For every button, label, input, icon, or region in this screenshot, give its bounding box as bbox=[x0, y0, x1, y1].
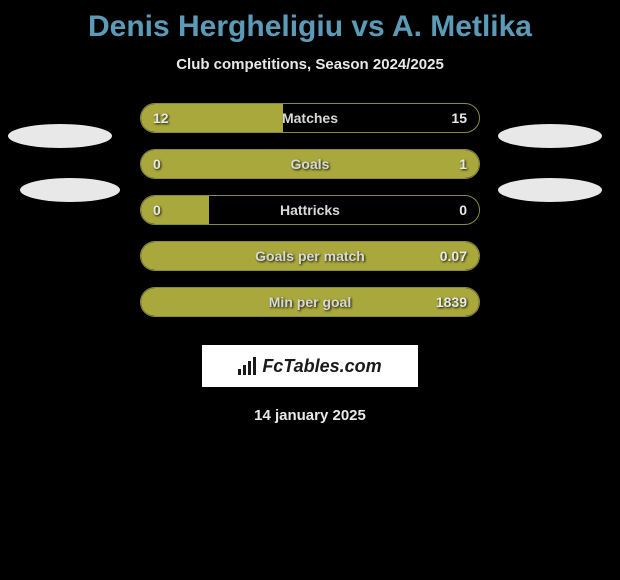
stat-value-right: 0 bbox=[459, 202, 467, 218]
page-title: Denis Hergheligiu vs A. Metlika bbox=[88, 10, 532, 44]
stat-value-right: 0.07 bbox=[440, 248, 467, 264]
comparison-container: Denis Hergheligiu vs A. Metlika Club com… bbox=[0, 0, 620, 434]
stat-value-left: 0 bbox=[153, 202, 161, 218]
stat-row: 12 Matches 15 bbox=[140, 103, 480, 133]
stat-label: Matches bbox=[282, 110, 338, 126]
stat-value-right: 15 bbox=[451, 110, 467, 126]
stat-value-right: 1839 bbox=[436, 294, 467, 310]
stat-label: Goals per match bbox=[255, 248, 365, 264]
stat-label: Goals bbox=[291, 156, 330, 172]
decorative-ellipse bbox=[498, 124, 602, 148]
stat-label: Min per goal bbox=[269, 294, 351, 310]
stat-label: Hattricks bbox=[280, 202, 340, 218]
stat-fill-left bbox=[141, 196, 209, 224]
stat-row: Goals per match 0.07 bbox=[140, 241, 480, 271]
stat-row: 0 Hattricks 0 bbox=[140, 195, 480, 225]
stats-list: 12 Matches 15 0 Goals 1 0 Hattricks 0 Goals per m… bbox=[140, 103, 480, 333]
comparison-area: 12 Matches 15 0 Goals 1 0 Hattricks 0 Goals per m… bbox=[0, 103, 620, 424]
branding-text: FcTables.com bbox=[262, 356, 381, 377]
branding-badge: FcTables.com bbox=[202, 345, 418, 387]
decorative-ellipse bbox=[8, 124, 112, 148]
stat-row: 0 Goals 1 bbox=[140, 149, 480, 179]
stat-row: Min per goal 1839 bbox=[140, 287, 480, 317]
subtitle: Club competitions, Season 2024/2025 bbox=[176, 56, 444, 73]
stat-value-left: 12 bbox=[153, 110, 169, 126]
stat-value-left: 0 bbox=[153, 156, 161, 172]
stat-value-right: 1 bbox=[459, 156, 467, 172]
chart-icon bbox=[238, 357, 256, 375]
decorative-ellipse bbox=[20, 178, 120, 202]
decorative-ellipse bbox=[498, 178, 602, 202]
date-label: 14 january 2025 bbox=[254, 407, 366, 424]
